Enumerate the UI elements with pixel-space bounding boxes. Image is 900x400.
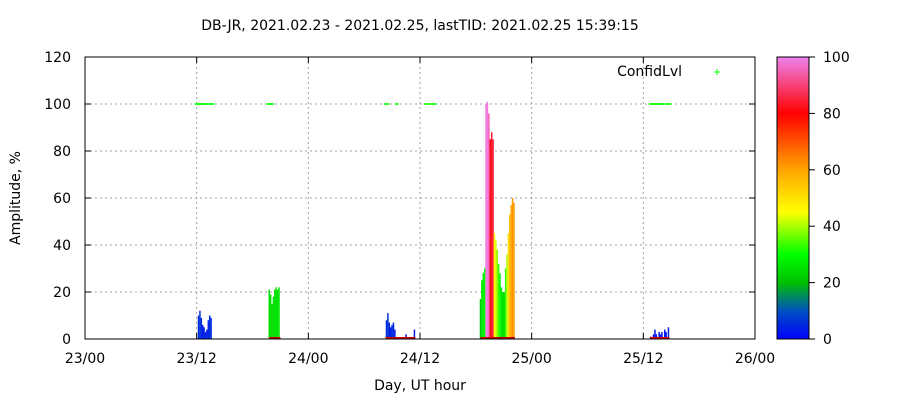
amplitude-bar (201, 324, 204, 339)
amplitude-bar (207, 320, 210, 339)
amplitude-bar (493, 233, 496, 339)
y-tick-label: 80 (53, 144, 71, 160)
amplitude-bar (482, 273, 485, 339)
amplitude-bar (269, 294, 272, 339)
amplitude-bar (208, 315, 211, 339)
amplitude-bar (268, 289, 270, 339)
y-tick-label: 100 (44, 97, 71, 113)
amplitude-bar (661, 331, 663, 339)
x-tick-label: 23/00 (65, 351, 105, 367)
amplitude-bar (659, 334, 662, 339)
amplitude-bar (506, 254, 508, 339)
colorbar-tick-label: 40 (823, 219, 841, 235)
baseline-segment (480, 337, 515, 339)
amplitude-bar (413, 329, 416, 339)
baseline-segment (649, 337, 670, 339)
amplitude-bar (204, 331, 207, 339)
x-tick-label: 24/12 (400, 351, 440, 367)
baseline-segment (385, 337, 416, 339)
amplitude-bar (497, 263, 500, 339)
x-tick-label: 25/12 (623, 351, 663, 367)
amplitude-bar (502, 292, 504, 339)
colorbar-tick-label: 80 (823, 106, 841, 122)
baseline-segment (269, 337, 281, 339)
amplitude-bar (278, 287, 280, 339)
amplitude-bar (665, 331, 667, 339)
amplitude-bar (210, 317, 212, 339)
amplitude-bar (490, 132, 493, 339)
amplitude-bar (667, 327, 670, 339)
y-tick-label: 120 (44, 50, 71, 66)
amplitude-bar (511, 198, 514, 339)
amplitude-bar (392, 322, 395, 339)
amplitude-bar (509, 214, 511, 339)
amplitude-bar (274, 289, 276, 339)
amplitude-bar (272, 296, 275, 339)
colorbar-ticks: 0 20 40 60 80 100 (809, 50, 850, 348)
amplitude-bar (500, 287, 503, 339)
amplitude-bar (486, 101, 489, 340)
amplitude-bar (275, 287, 277, 339)
amplitude-bar (405, 334, 407, 339)
amplitude-bar (394, 329, 396, 339)
amplitude-bar (485, 104, 487, 339)
amplitude-bar (496, 249, 498, 339)
amplitude-bar (504, 268, 507, 339)
amplitude-bar (503, 292, 505, 339)
x-tick-label: 24/00 (288, 351, 328, 367)
amplitude-bar (507, 233, 510, 339)
legend-marker (714, 69, 720, 75)
y-tick-label: 0 (62, 332, 71, 348)
y-tick-label: 60 (53, 191, 71, 207)
amplitude-bar (658, 331, 660, 339)
amplitude-bar (385, 320, 388, 339)
amplitude-bar (199, 310, 201, 339)
amplitude-bar (663, 329, 666, 339)
y-axis-label: Amplitude, % (8, 151, 24, 245)
amplitude-bar (271, 303, 273, 339)
amplitude-bar (489, 139, 492, 339)
amplitude-bar (499, 273, 501, 339)
colorbar-tick-label: 100 (823, 50, 850, 66)
amplitude-bar (492, 139, 494, 339)
x-tick-label: 26/00 (735, 351, 775, 367)
amplitude-bar (206, 329, 208, 339)
amplitude-bar (197, 315, 200, 339)
colorbar-tick-label: 0 (823, 332, 832, 348)
x-axis-label: Day, UT hour (374, 378, 466, 394)
amplitude-bar (387, 313, 389, 339)
y-axis-ticks: 0 20 40 60 80 100 120 (44, 50, 755, 348)
amplitude-bar (389, 327, 392, 339)
amplitude-bar (200, 317, 203, 339)
amplitude-bar (483, 268, 486, 339)
amplitude-bar (479, 299, 482, 339)
chart-title: DB-JR, 2021.02.23 - 2021.02.25, lastTID:… (201, 18, 639, 34)
y-tick-label: 40 (53, 238, 71, 254)
amplitude-bar (654, 329, 656, 339)
x-tick-label: 25/00 (511, 351, 551, 367)
amplitude-bar (203, 327, 205, 339)
amplitude-bar (495, 240, 497, 339)
amplitude-bar (655, 334, 658, 339)
y-tick-label: 20 (53, 285, 71, 301)
legend-label: ConfidLvl (617, 64, 682, 80)
x-axis-ticks: 23/00 23/12 24/00 24/12 25/00 25/12 26/00 (65, 57, 775, 367)
amplitude-bar (391, 324, 393, 339)
colorbar (776, 56, 810, 340)
amplitude-bar (513, 202, 515, 339)
amplitude-bar (510, 205, 512, 339)
x-tick-label: 23/12 (176, 351, 216, 367)
colorbar-tick-label: 20 (823, 276, 841, 292)
amplitude-bar (276, 289, 279, 339)
amplitude-bar (488, 113, 490, 340)
bars-group (197, 101, 670, 340)
legend: ConfidLvl (617, 64, 720, 80)
amplitude-bar (652, 334, 655, 339)
gridlines (85, 57, 755, 339)
colorbar-tick-label: 60 (823, 163, 841, 179)
amplitude-bar (388, 322, 391, 339)
amplitude-bar (481, 280, 483, 339)
